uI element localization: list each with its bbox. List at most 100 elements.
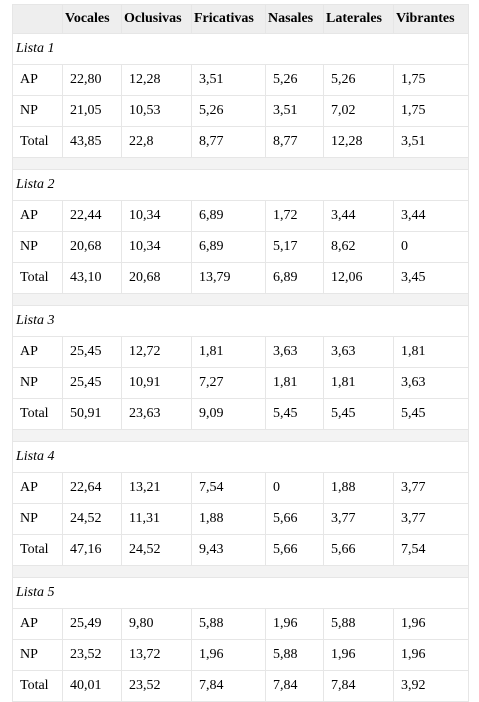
group-title: Lista 1	[12, 33, 469, 65]
table-row: Total 50,91 23,63 9,09 5,45 5,45 5,45	[12, 398, 469, 430]
table-cell: 25,45	[62, 336, 122, 368]
table-cell: 7,84	[191, 670, 266, 702]
table-cell: 10,91	[121, 367, 192, 399]
table-cell: 1,96	[393, 639, 469, 671]
header-cell-empty	[12, 4, 63, 34]
group-title-row: Lista 4	[12, 441, 469, 473]
table-cell: 24,52	[121, 534, 192, 566]
row-label: NP	[12, 231, 63, 263]
table-cell: 10,34	[121, 231, 192, 263]
table-cell: 3,51	[265, 95, 324, 127]
group-title: Lista 2	[12, 169, 469, 201]
group-title: Lista 4	[12, 441, 469, 473]
table-cell: 47,16	[62, 534, 122, 566]
table-cell: 3,63	[265, 336, 324, 368]
group-divider	[12, 429, 469, 442]
table-cell: 1,96	[265, 608, 324, 640]
row-label: Total	[12, 398, 63, 430]
table-cell: 6,89	[191, 231, 266, 263]
group-divider-cell	[12, 157, 469, 170]
table-cell: 1,96	[191, 639, 266, 671]
table-cell: 24,52	[62, 503, 122, 535]
table-cell: 3,77	[393, 503, 469, 535]
table-cell: 5,26	[191, 95, 266, 127]
table-cell: 12,28	[121, 64, 192, 96]
table-cell: 20,68	[121, 262, 192, 294]
table-cell: 3,77	[323, 503, 394, 535]
header-cell-nasales: Nasales	[265, 4, 324, 34]
table-cell: 7,84	[265, 670, 324, 702]
table-cell: 3,77	[393, 472, 469, 504]
header-row: Vocales Oclusivas Fricativas Nasales Lat…	[12, 4, 469, 34]
table-cell: 1,81	[323, 367, 394, 399]
group-divider	[12, 565, 469, 578]
table-cell: 8,77	[191, 126, 266, 158]
header-cell-laterales: Laterales	[323, 4, 394, 34]
table-cell: 5,26	[323, 64, 394, 96]
table-row: NP 23,52 13,72 1,96 5,88 1,96 1,96	[12, 639, 469, 671]
header-cell-vocales: Vocales	[62, 4, 122, 34]
table-cell: 8,62	[323, 231, 394, 263]
row-label: Total	[12, 534, 63, 566]
table-cell: 7,54	[393, 534, 469, 566]
table-cell: 5,88	[323, 608, 394, 640]
table-cell: 3,44	[323, 200, 394, 232]
table-cell: 6,89	[191, 200, 266, 232]
group-title: Lista 5	[12, 577, 469, 609]
table-cell: 7,27	[191, 367, 266, 399]
group-divider-cell	[12, 293, 469, 306]
table-cell: 22,44	[62, 200, 122, 232]
table-cell: 1,72	[265, 200, 324, 232]
table-row: Total 40,01 23,52 7,84 7,84 7,84 3,92	[12, 670, 469, 702]
table-cell: 22,8	[121, 126, 192, 158]
table-cell: 1,88	[323, 472, 394, 504]
table-cell: 1,75	[393, 64, 469, 96]
table-cell: 1,96	[393, 608, 469, 640]
table-cell: 20,68	[62, 231, 122, 263]
table-cell: 5,66	[323, 534, 394, 566]
table-cell: 8,77	[265, 126, 324, 158]
group-divider-cell	[12, 565, 469, 578]
table-cell: 13,72	[121, 639, 192, 671]
table-cell: 9,09	[191, 398, 266, 430]
table-cell: 5,17	[265, 231, 324, 263]
table-cell: 22,64	[62, 472, 122, 504]
table-cell: 10,53	[121, 95, 192, 127]
table-cell: 25,49	[62, 608, 122, 640]
table-cell: 5,26	[265, 64, 324, 96]
table-cell: 3,92	[393, 670, 469, 702]
table-cell: 1,75	[393, 95, 469, 127]
table-cell: 23,52	[121, 670, 192, 702]
data-table: Vocales Oclusivas Fricativas Nasales Lat…	[12, 4, 469, 702]
table-cell: 7,84	[323, 670, 394, 702]
table-header: Vocales Oclusivas Fricativas Nasales Lat…	[12, 4, 469, 34]
table-cell: 23,63	[121, 398, 192, 430]
table-cell: 7,02	[323, 95, 394, 127]
table-cell: 1,88	[191, 503, 266, 535]
table-row: NP 20,68 10,34 6,89 5,17 8,62 0	[12, 231, 469, 263]
table-cell: 3,45	[393, 262, 469, 294]
table-cell: 1,81	[191, 336, 266, 368]
group-divider	[12, 157, 469, 170]
table-cell: 25,45	[62, 367, 122, 399]
table-cell: 9,43	[191, 534, 266, 566]
table-cell: 1,81	[265, 367, 324, 399]
header-cell-vibrantes: Vibrantes	[393, 4, 469, 34]
table-cell: 3,63	[323, 336, 394, 368]
table-cell: 7,54	[191, 472, 266, 504]
table-cell: 10,34	[121, 200, 192, 232]
table-cell: 5,66	[265, 534, 324, 566]
table-cell: 43,85	[62, 126, 122, 158]
row-label: NP	[12, 367, 63, 399]
table-row: Total 47,16 24,52 9,43 5,66 5,66 7,54	[12, 534, 469, 566]
row-label: AP	[12, 336, 63, 368]
group-title-row: Lista 5	[12, 577, 469, 609]
table-row: NP 25,45 10,91 7,27 1,81 1,81 3,63	[12, 367, 469, 399]
group-title-row: Lista 3	[12, 305, 469, 337]
row-label: NP	[12, 639, 63, 671]
row-label: Total	[12, 670, 63, 702]
group-title-row: Lista 1	[12, 33, 469, 65]
table-cell: 13,79	[191, 262, 266, 294]
row-label: AP	[12, 200, 63, 232]
row-label: Total	[12, 126, 63, 158]
